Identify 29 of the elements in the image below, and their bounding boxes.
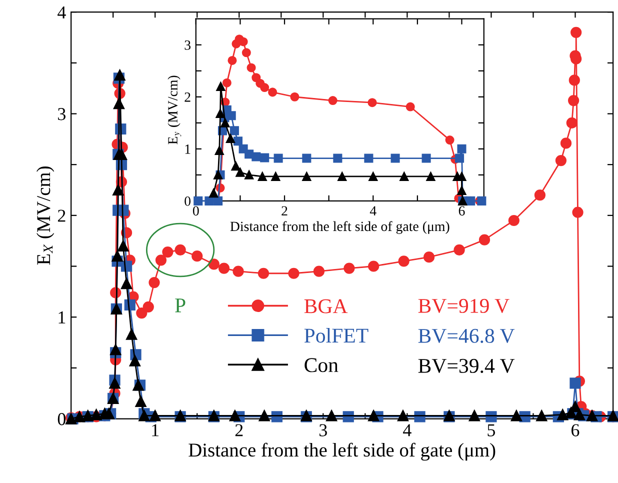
- y-axis-title: E$_{y}$ (MV/cm): [168, 76, 182, 144]
- x-tick-label: 6: [458, 206, 465, 216]
- y-tick-label: 1: [185, 144, 190, 154]
- x-tick-label: 2: [282, 206, 288, 216]
- y-tick-label: 2: [184, 92, 190, 102]
- annotation: P: [175, 298, 186, 312]
- x-axis-title: Distance from the left side of gate (μm): [188, 442, 496, 461]
- x-tick-label: 4: [403, 424, 412, 436]
- y-tick-label: 0: [184, 196, 191, 206]
- x-tick-label: 1: [152, 424, 159, 436]
- x-tick-label: 2: [235, 424, 243, 436]
- annotation: BV=919 V: [418, 298, 510, 314]
- x-tick-label: 3: [320, 424, 327, 436]
- x-tick-label: 5: [488, 424, 496, 436]
- x-tick-label: 0: [192, 206, 199, 216]
- x-axis-title: Distance from the left side of gate (μm): [230, 221, 450, 234]
- x-tick-label: 4: [370, 206, 376, 216]
- annotation: BV=39.4 V: [418, 358, 515, 374]
- y-axis-title: E$_{X}$ (MV/cm): [36, 166, 54, 265]
- annotation: BV=46.8 V: [418, 328, 515, 344]
- y-tick-label: 0: [58, 413, 66, 426]
- legend-label: Con: [304, 358, 338, 372]
- legend-label: BGA: [304, 299, 348, 314]
- y-tick-label: 3: [184, 40, 190, 50]
- x-tick-label: 6: [572, 424, 580, 436]
- y-tick-label: 4: [58, 6, 66, 18]
- legend-label: PolFET: [304, 328, 368, 343]
- y-tick-label: 3: [58, 108, 66, 120]
- y-tick-label: 1: [58, 311, 66, 324]
